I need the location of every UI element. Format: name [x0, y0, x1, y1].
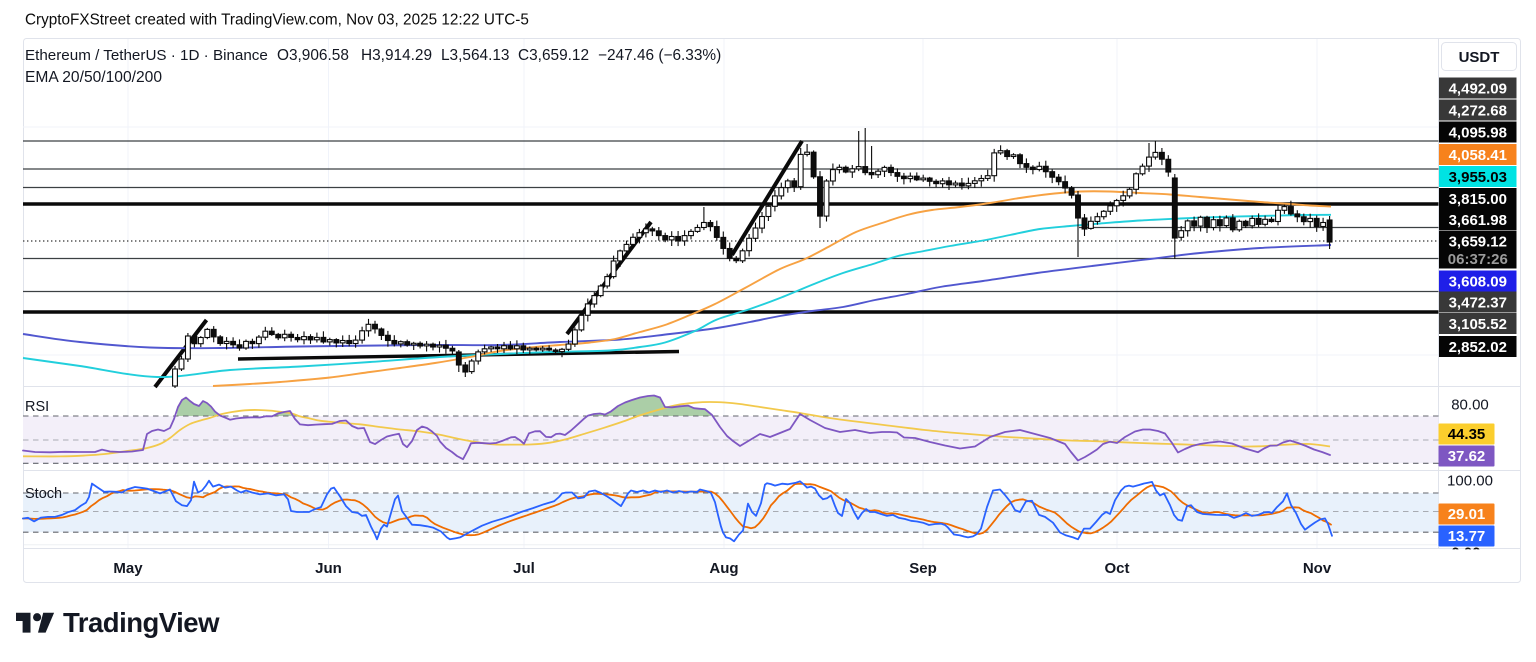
svg-text:L3,564.13: L3,564.13 [441, 47, 509, 64]
svg-text:2,852.02: 2,852.02 [1449, 339, 1507, 356]
svg-text:Stoch: Stoch [25, 486, 62, 502]
svg-text:Jun: Jun [315, 560, 342, 577]
svg-text:C3,659.12: C3,659.12 [518, 47, 589, 64]
svg-text:3,659.12: 3,659.12 [1449, 233, 1507, 250]
svg-text:O3,906.58: O3,906.58 [277, 47, 349, 64]
svg-text:TradingView: TradingView [63, 607, 220, 638]
svg-text:3,661.98: 3,661.98 [1449, 212, 1507, 229]
svg-text:3,955.03: 3,955.03 [1449, 169, 1507, 186]
svg-text:3,608.09: 3,608.09 [1449, 273, 1507, 290]
svg-text:3,815.00: 3,815.00 [1449, 191, 1507, 208]
svg-text:44.35: 44.35 [1448, 426, 1486, 443]
svg-text:Aug: Aug [709, 560, 738, 577]
svg-text:80.00: 80.00 [1451, 397, 1489, 414]
svg-text:0.00: 0.00 [1451, 545, 1480, 562]
svg-text:29.01: 29.01 [1448, 506, 1486, 523]
svg-text:37.62: 37.62 [1448, 448, 1486, 465]
svg-text:3,472.37: 3,472.37 [1449, 294, 1507, 311]
svg-text:−247.46 (−6.33%): −247.46 (−6.33%) [598, 47, 721, 64]
svg-text:13.77: 13.77 [1448, 528, 1486, 545]
svg-text:May: May [113, 560, 143, 577]
svg-text:4,272.68: 4,272.68 [1449, 102, 1507, 119]
svg-text:CryptoFXStreet created with Tr: CryptoFXStreet created with TradingView.… [25, 12, 529, 29]
svg-text:4,095.98: 4,095.98 [1449, 124, 1507, 141]
svg-text:Jul: Jul [513, 560, 535, 577]
svg-text:4,058.41: 4,058.41 [1449, 147, 1507, 164]
svg-text:Nov: Nov [1303, 560, 1332, 577]
svg-text:3,105.52: 3,105.52 [1449, 316, 1507, 333]
svg-text:USDT: USDT [1459, 49, 1500, 66]
svg-text:H3,914.29: H3,914.29 [361, 47, 432, 64]
svg-text:RSI: RSI [25, 399, 49, 415]
svg-text:4,492.09: 4,492.09 [1449, 80, 1507, 97]
svg-text:Oct: Oct [1104, 560, 1129, 577]
svg-text:Ethereum / TetherUS · 1D · Bin: Ethereum / TetherUS · 1D · Binance [25, 47, 268, 64]
svg-text:Sep: Sep [909, 560, 937, 577]
svg-text:EMA 20/50/100/200: EMA 20/50/100/200 [25, 69, 162, 86]
svg-text:100.00: 100.00 [1447, 473, 1493, 490]
svg-text:06:37:26: 06:37:26 [1448, 251, 1508, 268]
